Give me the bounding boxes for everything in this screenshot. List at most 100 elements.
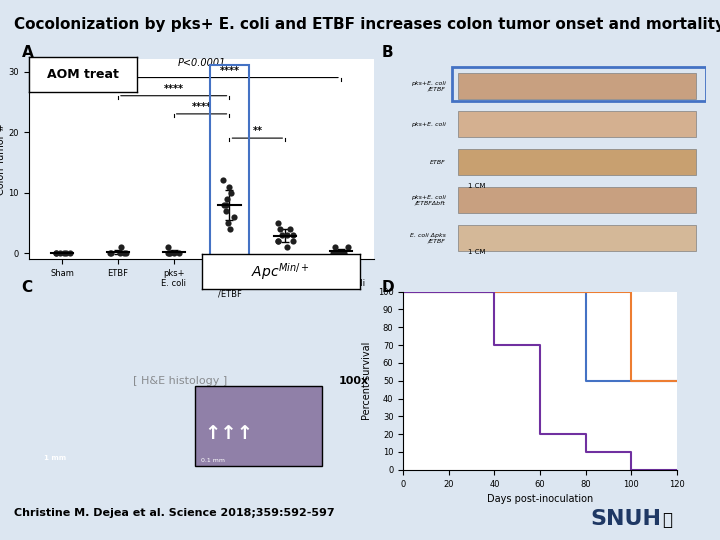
pks+E. coli
/ETBF	[581, 431, 590, 437]
ETBF	[627, 377, 636, 384]
FancyBboxPatch shape	[459, 149, 696, 176]
pks+E. coli
/ETBF	[581, 449, 590, 455]
pks+E. coli	[399, 288, 408, 295]
Text: 🏛: 🏛	[662, 511, 672, 529]
Point	[116, 243, 127, 252]
Text: ****: ****	[192, 102, 212, 112]
pks+E. coli
/ETBF	[536, 431, 544, 437]
Text: SNUH: SNUH	[590, 509, 662, 529]
Point	[219, 200, 230, 209]
FancyBboxPatch shape	[459, 225, 696, 251]
Point	[50, 249, 62, 258]
Point	[163, 249, 174, 258]
Bar	[210, 65, 249, 259]
Point	[217, 176, 229, 185]
Point	[329, 243, 341, 252]
Text: ****: ****	[220, 66, 240, 76]
Text: **: **	[252, 126, 262, 136]
Text: 100x: 100x	[339, 376, 369, 386]
FancyBboxPatch shape	[459, 111, 696, 137]
Point	[105, 249, 117, 258]
Point	[228, 213, 240, 221]
Text: E. coli Δpks
/ETBF: E. coli Δpks /ETBF	[410, 233, 446, 244]
Point	[220, 200, 232, 209]
Text: A: A	[22, 45, 33, 60]
Point	[58, 249, 70, 258]
FancyBboxPatch shape	[459, 187, 696, 213]
pks+E. coli
/ETBF	[627, 449, 636, 455]
Point	[342, 243, 354, 252]
pks+E. coli	[672, 377, 681, 384]
Point	[274, 225, 285, 233]
ETBF	[627, 377, 636, 384]
Point	[120, 249, 132, 258]
Point	[276, 231, 288, 239]
Point	[222, 219, 234, 227]
Point	[118, 249, 130, 258]
ETBF	[672, 377, 681, 384]
Y-axis label: Colon Tumor #: Colon Tumor #	[0, 123, 6, 195]
Text: D: D	[382, 280, 395, 295]
Point	[222, 194, 233, 203]
Point	[287, 237, 299, 245]
X-axis label: Days post-inoculation: Days post-inoculation	[487, 494, 593, 504]
pks+E. coli	[627, 288, 636, 295]
pks+E. coli
/ETBF	[536, 342, 544, 348]
pks+E. coli
/ETBF	[627, 467, 636, 473]
Point	[168, 249, 180, 258]
Point	[60, 249, 72, 258]
Point	[225, 188, 237, 197]
Bar	[195, 386, 322, 466]
Line: pks+E. coli
/ETBF: pks+E. coli /ETBF	[403, 292, 677, 470]
ETBF	[581, 377, 590, 384]
Point	[104, 249, 116, 258]
Point	[272, 237, 284, 245]
Point	[272, 219, 284, 227]
Text: $\it{Apc}^{Min/+}$: $\it{Apc}^{Min/+}$	[251, 261, 310, 282]
Text: 0.1 mm: 0.1 mm	[201, 458, 225, 463]
Point	[338, 249, 350, 258]
pks+E. coli
/ETBF	[490, 342, 499, 348]
pks+E. coli
/ETBF	[490, 288, 499, 295]
Point	[287, 231, 299, 239]
Text: 1 CM: 1 CM	[468, 249, 485, 255]
Text: C: C	[22, 280, 32, 295]
Point	[273, 237, 284, 245]
pks+E. coli	[627, 377, 636, 384]
Text: ****: ****	[163, 84, 184, 94]
Point	[220, 206, 232, 215]
Text: B: B	[382, 45, 393, 60]
pks+E. coli
/ETBF	[672, 467, 681, 473]
Point	[223, 182, 235, 191]
Point	[55, 249, 66, 258]
ETBF	[399, 288, 408, 295]
Point	[163, 249, 175, 258]
Text: ↑↑↑: ↑↑↑	[204, 424, 253, 443]
Text: P<0.0001: P<0.0001	[177, 58, 226, 69]
Point	[335, 249, 346, 258]
Point	[331, 249, 343, 258]
Line: ETBF: ETBF	[403, 292, 677, 381]
pks+E. coli
/ETBF	[399, 288, 408, 295]
Text: pks+E. coli
/ETBFΔbft: pks+E. coli /ETBFΔbft	[411, 195, 446, 206]
Point	[163, 243, 174, 252]
Point	[328, 249, 339, 258]
Y-axis label: Percent survival: Percent survival	[362, 341, 372, 420]
Point	[224, 225, 235, 233]
Text: pks+E. coli: pks+E. coli	[411, 122, 446, 127]
Point	[174, 249, 185, 258]
Text: 1 mm: 1 mm	[44, 455, 66, 461]
Point	[114, 249, 125, 258]
Text: 1 CM: 1 CM	[468, 183, 485, 189]
Point	[334, 249, 346, 258]
Point	[64, 249, 76, 258]
Point	[165, 249, 176, 258]
Text: AOM treat: AOM treat	[47, 68, 119, 81]
Point	[50, 249, 62, 258]
Text: ETBF: ETBF	[430, 160, 446, 165]
Point	[284, 225, 296, 233]
Line: pks+E. coli: pks+E. coli	[403, 292, 677, 381]
Text: [ H&E histology ]: [ H&E histology ]	[133, 376, 227, 386]
Text: pks+E. coli
/ETBF: pks+E. coli /ETBF	[411, 81, 446, 92]
Point	[281, 243, 292, 252]
